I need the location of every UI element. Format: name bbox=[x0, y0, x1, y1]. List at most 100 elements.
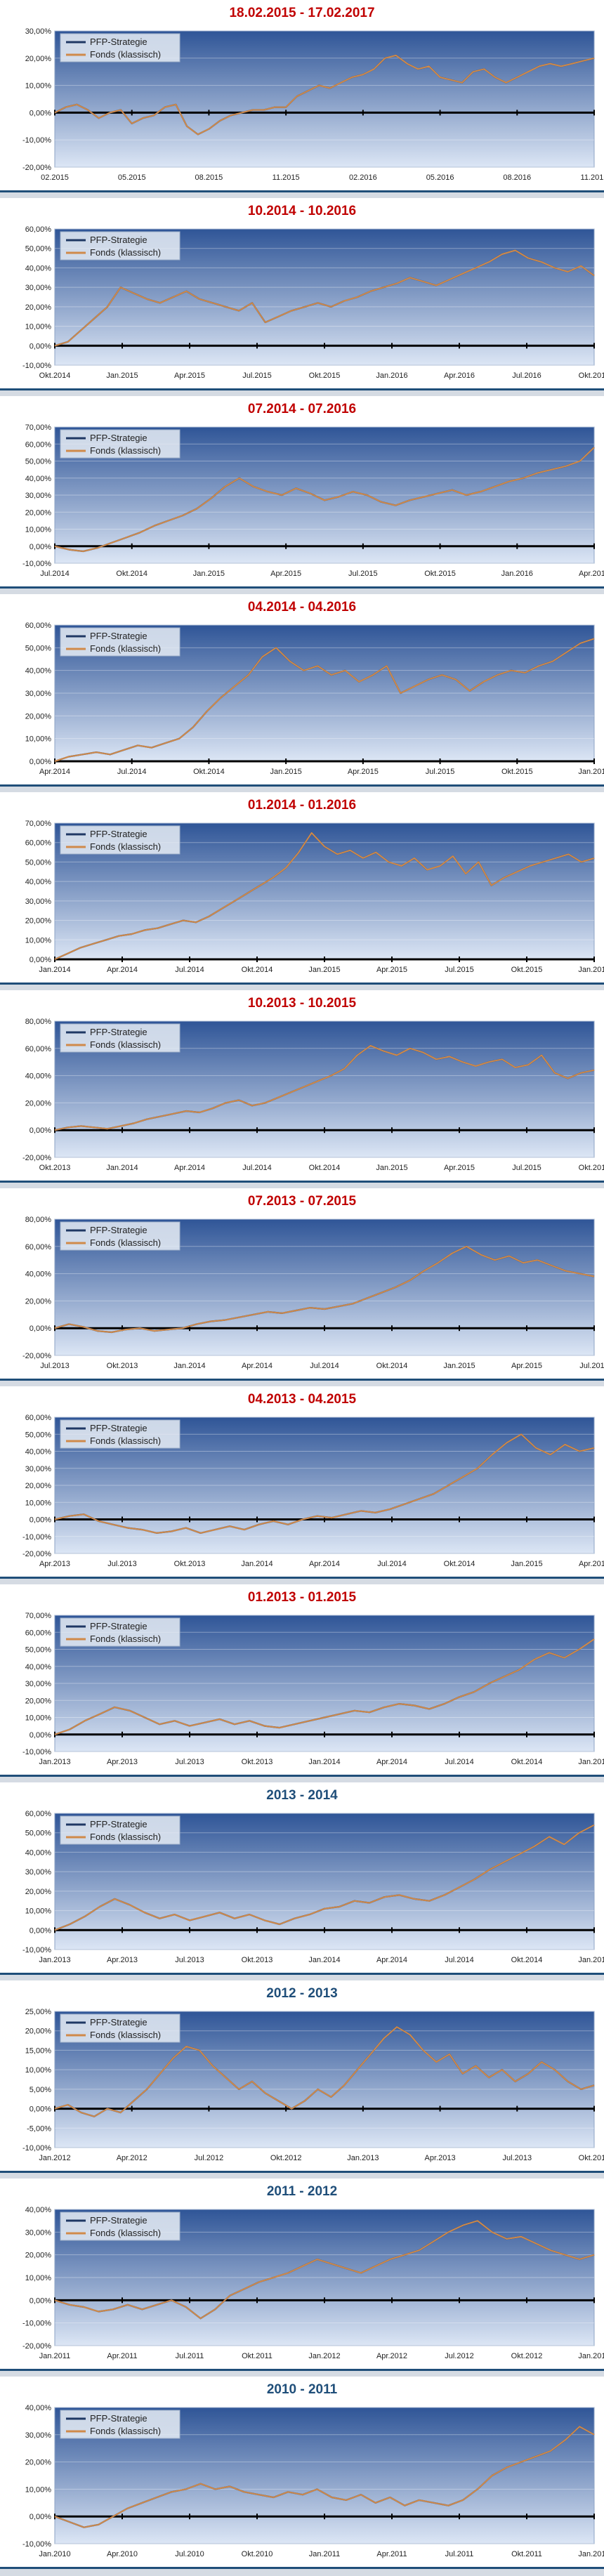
x-tick-label: Apr.2015 bbox=[348, 768, 379, 776]
x-tick-label: Jan.2012 bbox=[578, 2550, 604, 2558]
chart-title: 2010 - 2011 bbox=[267, 2382, 338, 2397]
y-tick-label: -10,00% bbox=[22, 362, 51, 370]
y-tick-label: 70,00% bbox=[25, 423, 52, 432]
y-tick-label: 60,00% bbox=[25, 1629, 52, 1637]
line-chart: 01.2013 - 01.2015 -10,00% 0,00% 10,00% 20,00… bbox=[22, 1590, 604, 1766]
y-tick-label: 10,00% bbox=[25, 323, 52, 331]
line-chart: 07.2014 - 07.2016 -10,00% 0,00% 10,00% 20,00… bbox=[22, 402, 604, 578]
legend-label-fund: Fonds (klassisch) bbox=[90, 2228, 161, 2238]
y-tick-label: 20,00% bbox=[25, 712, 52, 721]
line-chart: 10.2013 - 10.2015 -20,00% 0,00% 20,00% 40,00… bbox=[22, 996, 604, 1172]
chart-title: 18.02.2015 - 17.02.2017 bbox=[229, 6, 374, 20]
x-tick-label: Apr.2014 bbox=[107, 966, 138, 974]
chart-panel: 10.2013 - 10.2015 -20,00% 0,00% 20,00% 40,00… bbox=[0, 990, 604, 1183]
x-tick-label: Jan.2015 bbox=[511, 1560, 542, 1568]
legend-label-pfp: PFP-Strategie bbox=[90, 1423, 147, 1433]
y-tick-label: 0,00% bbox=[29, 956, 51, 964]
y-tick-label: 0,00% bbox=[29, 1731, 51, 1740]
y-tick-label: 10,00% bbox=[25, 735, 52, 744]
x-tick-label: Jan.2014 bbox=[106, 1164, 138, 1172]
x-tick-label: Apr.2013 bbox=[107, 1758, 138, 1766]
y-tick-label: 0,00% bbox=[29, 543, 51, 551]
x-tick-label: Apr.2015 bbox=[270, 570, 301, 578]
legend bbox=[60, 2410, 180, 2439]
line-chart: 2011 - 2012 -20,00% -10,00% 0,00% 10,00% 20,0… bbox=[22, 2184, 604, 2360]
x-tick-label: Okt.2010 bbox=[242, 2550, 273, 2558]
y-tick-label: -10,00% bbox=[22, 1946, 51, 1954]
legend bbox=[60, 231, 180, 261]
x-tick-label: Okt.2015 bbox=[511, 966, 543, 974]
chart-panel: 10.2014 - 10.2016 -10,00% 0,00% 10,00% 20,00… bbox=[0, 198, 604, 390]
legend-label-fund: Fonds (klassisch) bbox=[90, 1237, 161, 1248]
x-tick-label: Jan.2012 bbox=[308, 2352, 340, 2360]
x-tick-label: Okt.2011 bbox=[242, 2352, 273, 2360]
chart-panel: 2012 - 2013 -10,00% -5,00% 0,00% 5,00% 10,00%… bbox=[0, 1980, 604, 2173]
x-tick-label: Jan.2012 bbox=[39, 2154, 70, 2162]
x-tick-label: Jul.2015 bbox=[426, 768, 455, 776]
chart-title: 10.2013 - 10.2015 bbox=[248, 996, 357, 1011]
y-tick-label: 0,00% bbox=[29, 109, 51, 117]
x-tick-label: Jan.2013 bbox=[39, 1758, 70, 1766]
legend-label-pfp: PFP-Strategie bbox=[90, 1621, 147, 1631]
x-tick-label: Jul.2014 bbox=[445, 1956, 474, 1964]
legend-label-pfp: PFP-Strategie bbox=[90, 235, 147, 245]
x-tick-label: Jul.2015 bbox=[512, 1164, 541, 1172]
x-tick-label: 11.2015 bbox=[273, 173, 300, 182]
y-tick-label: 60,00% bbox=[25, 839, 52, 848]
y-tick-label: -20,00% bbox=[22, 164, 51, 172]
y-tick-label: 20,00% bbox=[25, 1297, 52, 1306]
y-tick-label: 50,00% bbox=[25, 245, 52, 254]
x-tick-label: Apr.2015 bbox=[444, 1164, 475, 1172]
x-tick-label: Jul.2015 bbox=[348, 570, 378, 578]
y-tick-label: 20,00% bbox=[25, 55, 52, 63]
series-line-fund bbox=[54, 1824, 595, 1931]
y-tick-label: 40,00% bbox=[25, 1848, 52, 1857]
legend-label-pfp: PFP-Strategie bbox=[90, 1027, 147, 1037]
series-line-fund bbox=[54, 1433, 595, 1534]
y-tick-label: 60,00% bbox=[25, 1243, 52, 1251]
x-tick-label: Okt.2013 bbox=[39, 1164, 71, 1172]
x-tick-label: Okt.2015 bbox=[309, 372, 341, 380]
x-tick-label: Okt.2013 bbox=[242, 1758, 273, 1766]
y-tick-label: 50,00% bbox=[25, 1829, 52, 1838]
y-tick-label: 40,00% bbox=[25, 2206, 52, 2214]
x-tick-label: Jan.2015 bbox=[578, 1758, 604, 1766]
x-tick-label: Jul.2014 bbox=[242, 1164, 272, 1172]
x-tick-label: 08.2015 bbox=[195, 173, 223, 182]
x-tick-label: Okt.2014 bbox=[309, 1164, 341, 1172]
line-chart: 04.2013 - 04.2015 -20,00% -10,00% 0,00% 10,0… bbox=[22, 1392, 604, 1568]
x-tick-label: Jul.2010 bbox=[175, 2550, 204, 2558]
series-line-fund bbox=[54, 2426, 595, 2528]
x-tick-label: Apr.2014 bbox=[242, 1362, 273, 1370]
chart-panel: 18.02.2015 - 17.02.2017 -20,00% -10,00% 0,0… bbox=[0, 0, 604, 192]
series-line-fund bbox=[54, 54, 595, 136]
legend bbox=[60, 2212, 180, 2241]
series-line-fund bbox=[54, 1638, 595, 1735]
chart-title: 07.2014 - 07.2016 bbox=[248, 402, 356, 416]
legend bbox=[60, 2013, 180, 2043]
chart-panel: 01.2014 - 01.2016 0,00% 10,00% 20,00% 30,00%… bbox=[0, 792, 604, 985]
x-tick-label: Jul.2014 bbox=[117, 768, 147, 776]
y-tick-label: 0,00% bbox=[29, 2105, 51, 2114]
x-tick-label: Apr.2015 bbox=[376, 966, 407, 974]
y-tick-label: -20,00% bbox=[22, 1352, 51, 1360]
x-tick-label: 08.2016 bbox=[503, 173, 531, 182]
y-tick-label: 0,00% bbox=[29, 2513, 51, 2521]
y-tick-label: 25,00% bbox=[25, 2008, 52, 2016]
y-tick-label: 50,00% bbox=[25, 458, 52, 466]
y-tick-label: 20,00% bbox=[25, 1697, 52, 1705]
chart-title: 10.2014 - 10.2016 bbox=[248, 204, 356, 218]
x-tick-label: Okt.2013 bbox=[579, 2154, 604, 2162]
y-tick-label: 10,00% bbox=[25, 2485, 52, 2494]
x-tick-label: Apr.2012 bbox=[117, 2154, 147, 2162]
x-tick-label: Jan.2013 bbox=[347, 2154, 379, 2162]
x-tick-label: Apr.2015 bbox=[579, 1560, 604, 1568]
line-chart: 04.2014 - 04.2016 0,00% 10,00% 20,00% 30,00%… bbox=[25, 600, 604, 776]
x-tick-label: Okt.2014 bbox=[511, 1956, 543, 1964]
line-chart: 10.2014 - 10.2016 -10,00% 0,00% 10,00% 20,00… bbox=[22, 204, 604, 380]
x-tick-label: Okt.2014 bbox=[444, 1560, 475, 1568]
y-tick-label: 20,00% bbox=[25, 1888, 52, 1896]
y-tick-label: 30,00% bbox=[25, 2431, 52, 2440]
x-tick-label: Apr.2014 bbox=[39, 768, 70, 776]
